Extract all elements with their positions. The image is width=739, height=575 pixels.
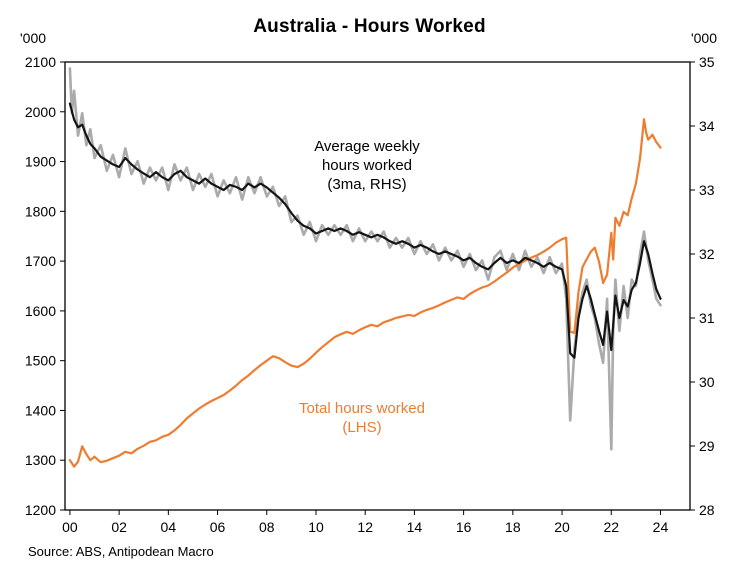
svg-text:24: 24	[653, 519, 669, 535]
svg-text:1300: 1300	[25, 452, 56, 468]
svg-text:1600: 1600	[25, 303, 56, 319]
svg-text:1400: 1400	[25, 402, 56, 418]
svg-text:33: 33	[699, 182, 715, 198]
svg-text:12: 12	[357, 519, 373, 535]
svg-text:32: 32	[699, 246, 715, 262]
right-axis-unit-label: '000	[690, 30, 717, 46]
svg-text:06: 06	[210, 519, 226, 535]
annotation-total-hours: Total hours worked (LHS)	[299, 400, 425, 437]
chart-title: Australia - Hours Worked	[253, 16, 486, 37]
svg-text:34: 34	[699, 118, 715, 134]
svg-text:00: 00	[62, 519, 78, 535]
svg-text:1500: 1500	[25, 353, 56, 369]
source-note: Source: ABS, Antipodean Macro	[28, 544, 214, 559]
svg-text:1200: 1200	[25, 502, 56, 518]
svg-text:1800: 1800	[25, 203, 56, 219]
svg-text:1900: 1900	[25, 154, 56, 170]
svg-text:10: 10	[308, 519, 324, 535]
svg-text:22: 22	[603, 519, 619, 535]
svg-text:16: 16	[456, 519, 472, 535]
svg-text:20: 20	[554, 519, 570, 535]
svg-text:28: 28	[699, 502, 715, 518]
svg-text:30: 30	[699, 374, 715, 390]
svg-text:1700: 1700	[25, 253, 56, 269]
svg-text:29: 29	[699, 438, 715, 454]
svg-text:14: 14	[407, 519, 423, 535]
annotation-average-weekly-hours: Average weekly hours worked (3ma, RHS)	[314, 138, 420, 194]
svg-text:2100: 2100	[25, 54, 56, 70]
left-axis-unit-label: '000	[20, 30, 47, 46]
svg-text:2000: 2000	[25, 104, 56, 120]
svg-text:31: 31	[699, 310, 715, 326]
svg-text:18: 18	[505, 519, 521, 535]
svg-text:02: 02	[111, 519, 127, 535]
svg-text:35: 35	[699, 54, 715, 70]
svg-text:08: 08	[259, 519, 275, 535]
svg-text:04: 04	[161, 519, 177, 535]
